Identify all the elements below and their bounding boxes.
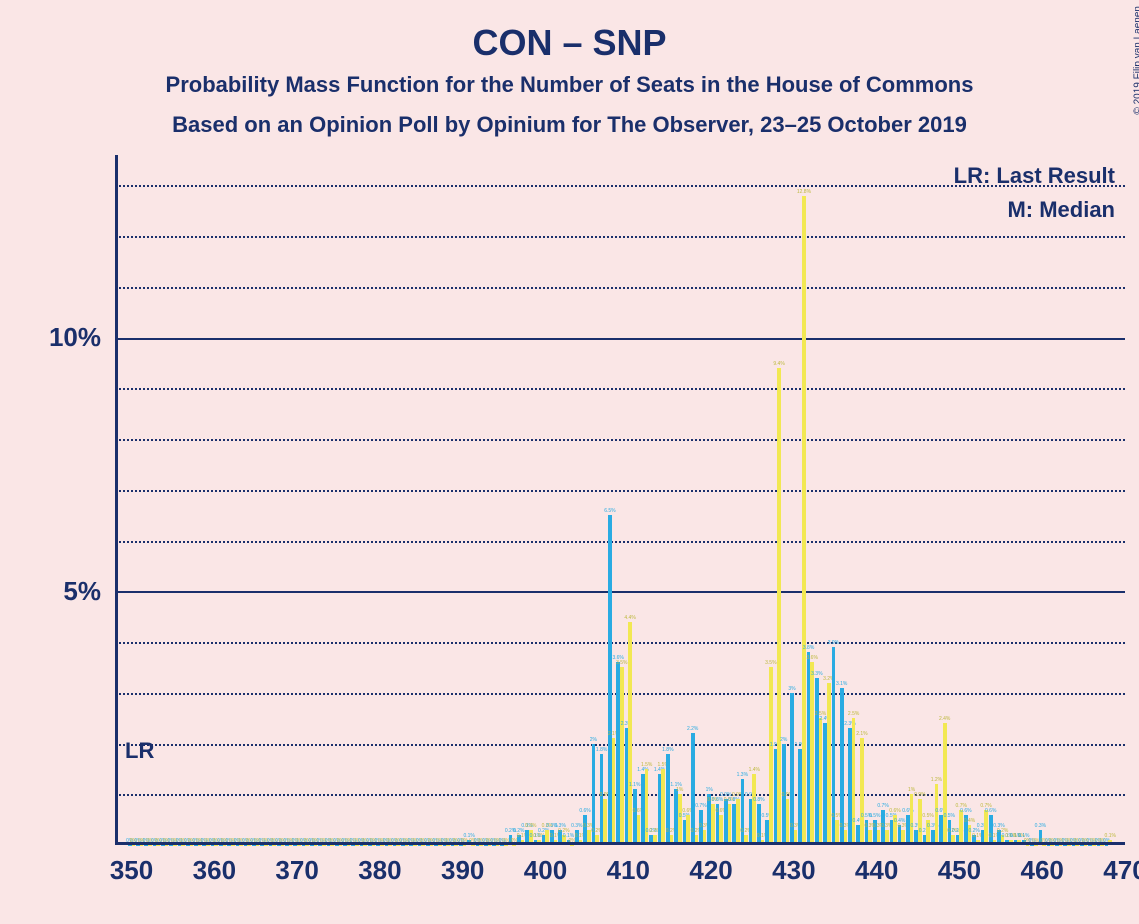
bar-yellow: 0.8% (728, 804, 732, 845)
bar-label: 0.5% (869, 814, 880, 820)
bar-yellow: 3.5% (769, 667, 773, 845)
bar-label: 3.5% (765, 661, 776, 667)
y-axis-line (115, 155, 118, 845)
bar-label: 3% (788, 687, 795, 693)
chart-canvas: CON – SNP Probability Mass Function for … (0, 0, 1139, 924)
bar-label: 0.3% (525, 824, 536, 830)
bar-label: 9.4% (773, 362, 784, 368)
x-tick-label: 400 (524, 855, 567, 886)
bar-label: 3.1% (836, 682, 847, 688)
bar-label: 0.1% (1105, 834, 1116, 840)
chart-title: CON – SNP (0, 22, 1139, 64)
bar-yellow: 2.1% (612, 738, 616, 845)
bar-label: 1.1% (629, 783, 640, 789)
x-tick-label: 430 (772, 855, 815, 886)
bar-yellow: 0.9% (603, 799, 607, 845)
bar-yellow: 2.1% (860, 738, 864, 845)
bar-label: 4.4% (624, 616, 635, 622)
bar-yellow: 3.6% (810, 662, 814, 845)
x-tick-label: 360 (193, 855, 236, 886)
bar-label: 0.5% (922, 814, 933, 820)
x-tick-label: 390 (441, 855, 484, 886)
bar-label: 3.5% (616, 661, 627, 667)
bar-label: 1% (676, 788, 683, 794)
chart-subtitle-2: Based on an Opinion Poll by Opinium for … (0, 112, 1139, 138)
bar-label: 3.9% (828, 641, 839, 647)
bar-yellow: 1.5% (661, 769, 665, 845)
bar-label: 1.8% (662, 748, 673, 754)
x-tick-label: 410 (607, 855, 650, 886)
bar-label: 0.7% (877, 804, 888, 810)
bar-yellow: 3.5% (620, 667, 624, 845)
chart-subtitle-1: Probability Mass Function for the Number… (0, 72, 1139, 98)
bar-label: 2.2% (687, 727, 698, 733)
legend-last-result: LR: Last Result (954, 163, 1115, 189)
x-tick-label: 380 (358, 855, 401, 886)
x-tick-label: 420 (689, 855, 732, 886)
bar-yellow: 0.7% (959, 810, 963, 846)
bar-label: 2.5% (848, 712, 859, 718)
bar-yellow: 12.8% (802, 196, 806, 845)
bar-yellow: 4.4% (628, 622, 632, 845)
bar-yellow: 0.8% (711, 804, 715, 845)
bar-yellow: 0.7% (984, 810, 988, 846)
y-tick-label: 5% (0, 576, 101, 607)
bar-label: 0.6% (889, 809, 900, 815)
x-tick-label: 470 (1103, 855, 1139, 886)
bar-label: 0.6% (985, 809, 996, 815)
bar-label: 1.3% (737, 773, 748, 779)
bar-label: 0.6% (579, 809, 590, 815)
x-tick-label: 440 (855, 855, 898, 886)
x-tick-label: 450 (938, 855, 981, 886)
bar-label: 2% (590, 738, 597, 744)
bar-yellow: 9.4% (777, 368, 781, 845)
copyright-text: © 2019 Filip van Laenen (1133, 6, 1139, 115)
x-tick-label: 370 (275, 855, 318, 886)
bar-label: 1.8% (596, 748, 607, 754)
bar-yellow: 1.4% (752, 774, 756, 845)
bar-label: 0.9% (914, 793, 925, 799)
bar-label: 0.4% (964, 819, 975, 825)
bar-yellow: 2.4% (943, 723, 947, 845)
bar-label: 3.8% (803, 646, 814, 652)
bar-yellow: 0.6% (637, 815, 641, 845)
bar-yellow: 0.9% (736, 799, 740, 845)
bar-label: 2% (780, 738, 787, 744)
bar-label: 1% (706, 788, 713, 794)
x-tick-label: 460 (1021, 855, 1064, 886)
bar-label: 0.5% (944, 814, 955, 820)
bar-yellow: 2.5% (819, 718, 823, 845)
bar-label: 1.4% (749, 768, 760, 774)
bar-label: 1.5% (641, 763, 652, 769)
bar-yellow: 0.9% (786, 799, 790, 845)
x-axis-line (115, 842, 1125, 845)
bar-label: 0.8% (753, 798, 764, 804)
plot-area: LR 0%0%0%0%0%0%0%0%0%0%0%0%0%0%0%0%0%0%0… (115, 155, 1125, 845)
x-tick-label: 350 (110, 855, 153, 886)
bar-label: 2.4% (939, 717, 950, 723)
bar-label: 0.3% (571, 824, 582, 830)
bars-container: 0%0%0%0%0%0%0%0%0%0%0%0%0%0%0%0%0%0%0%0%… (115, 155, 1125, 845)
bar-label: 6.5% (604, 509, 615, 515)
bar-yellow: 3.2% (827, 683, 831, 845)
bar-label: 0.6% (960, 809, 971, 815)
bar-yellow: 0.9% (918, 799, 922, 845)
bar-label: 3.6% (807, 656, 818, 662)
bar-yellow: 1% (910, 794, 914, 845)
bar-yellow: 1.2% (935, 784, 939, 845)
bar-yellow: 0.6% (719, 815, 723, 845)
bar-label: 12.8% (797, 190, 811, 196)
bar-yellow: 2.5% (852, 718, 856, 845)
bar-yellow: 0.6% (686, 815, 690, 845)
bar-label: 0.7% (695, 804, 706, 810)
bar-blue: 3.1% (840, 688, 844, 845)
bar-label: 2.1% (856, 732, 867, 738)
bar-label: 1.2% (931, 778, 942, 784)
y-tick-label: 10% (0, 322, 101, 353)
legend-median: M: Median (1007, 197, 1115, 223)
bar-label: 3.3% (811, 672, 822, 678)
bar-label: 0.3% (1035, 824, 1046, 830)
